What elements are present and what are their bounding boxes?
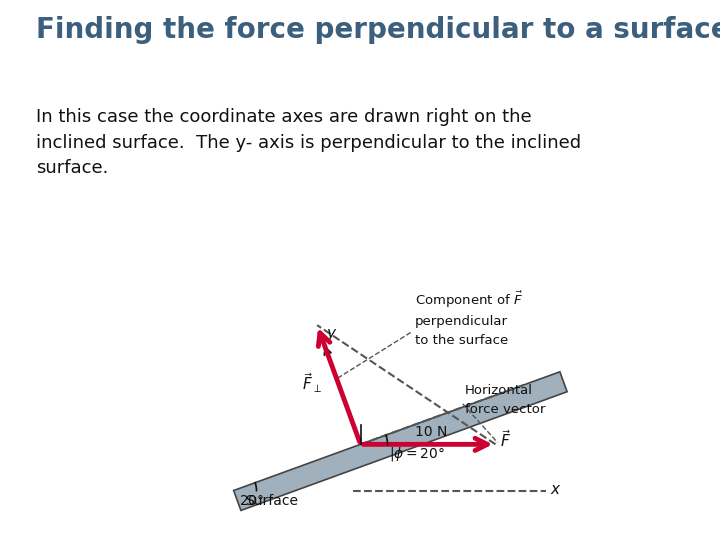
Text: 10 N: 10 N	[415, 425, 447, 439]
Text: $\vec{F}$: $\vec{F}$	[500, 429, 511, 450]
Text: force vector: force vector	[464, 403, 545, 416]
Polygon shape	[234, 372, 567, 510]
Text: Finding the force perpendicular to a surface: Finding the force perpendicular to a sur…	[36, 16, 720, 44]
Text: Surface: Surface	[246, 494, 298, 508]
Text: Component of $\vec{F}$: Component of $\vec{F}$	[415, 290, 523, 310]
Text: In this case the coordinate axes are drawn right on the
inclined surface.  The y: In this case the coordinate axes are dra…	[36, 108, 581, 178]
Text: Horizontal: Horizontal	[464, 384, 533, 397]
Text: $x$: $x$	[549, 482, 561, 497]
Text: to the surface: to the surface	[415, 334, 508, 347]
Text: $\vec{F}_\perp$: $\vec{F}_\perp$	[302, 372, 322, 395]
Text: $y$: $y$	[325, 327, 337, 343]
Text: $20°$: $20°$	[239, 494, 264, 508]
Text: perpendicular: perpendicular	[415, 315, 508, 328]
Text: $|\phi = 20°$: $|\phi = 20°$	[390, 446, 446, 463]
